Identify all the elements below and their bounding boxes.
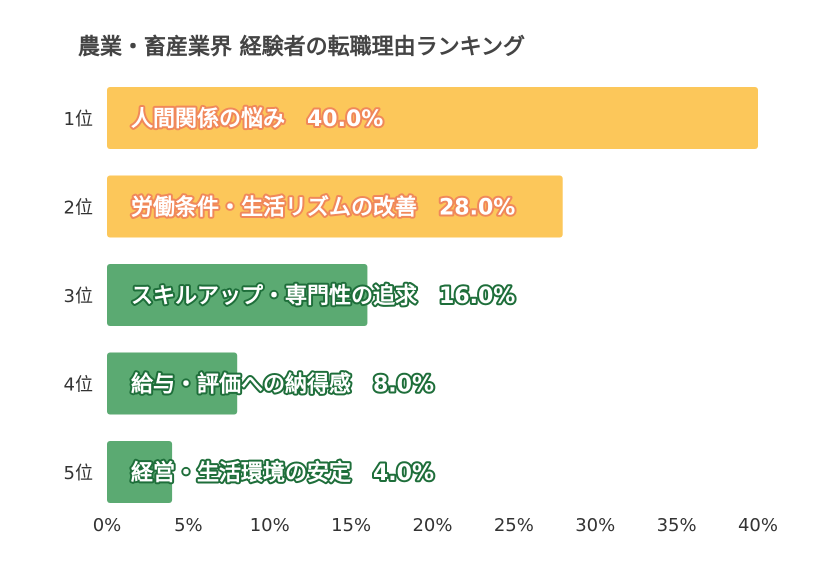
x-tick-label: 40% <box>738 515 778 536</box>
x-tick-label: 30% <box>575 515 615 536</box>
bar-rank-1 <box>107 87 758 149</box>
bar-label-4: 給与・評価への納得感 8.0% <box>131 372 434 398</box>
bar-rank-2 <box>107 175 563 238</box>
bar-label-2: 労働条件・生活リズムの改善 28.0% <box>131 195 515 221</box>
bar-rank-5 <box>107 441 173 503</box>
x-tick-label: 20% <box>412 515 452 536</box>
rank-label-3: 3位 <box>64 286 93 307</box>
bar-label-1: 人間関係の悩み 40.0% <box>131 107 383 132</box>
x-tick-label: 35% <box>657 515 697 536</box>
bar-labels-group: 人間関係の悩み 40.0% 労働条件・生活リズムの改善 28.0% スキルアップ・専… <box>129 105 517 488</box>
bars-group <box>107 87 758 503</box>
rank-label-4: 4位 <box>64 375 93 396</box>
rank-label-5: 5位 <box>64 463 93 484</box>
x-tick-label: 25% <box>494 515 534 536</box>
chart-title: 農業・畜産業界 経験者の転職理由ランキング <box>78 34 525 60</box>
rank-label-1: 1位 <box>64 109 93 130</box>
x-tick-label: 5% <box>174 515 203 536</box>
bar-label-5: 経営・生活環境の安定 4.0% <box>131 460 434 486</box>
x-tick-label: 0% <box>93 515 122 536</box>
x-axis-ticks-group: 0% 5% 10% 15% 20% 25% 30% 35% 40% <box>93 515 778 536</box>
bar-rank-3 <box>107 264 368 326</box>
bar-label-3: スキルアップ・専門性の追求 16.0% <box>131 283 515 309</box>
rank-label-2: 2位 <box>64 198 93 219</box>
x-tick-label: 10% <box>250 515 290 536</box>
x-tick-label: 15% <box>331 515 371 536</box>
bar-rank-4 <box>107 352 238 415</box>
rank-labels-group: 1位 2位 3位 4位 5位 <box>64 109 93 484</box>
